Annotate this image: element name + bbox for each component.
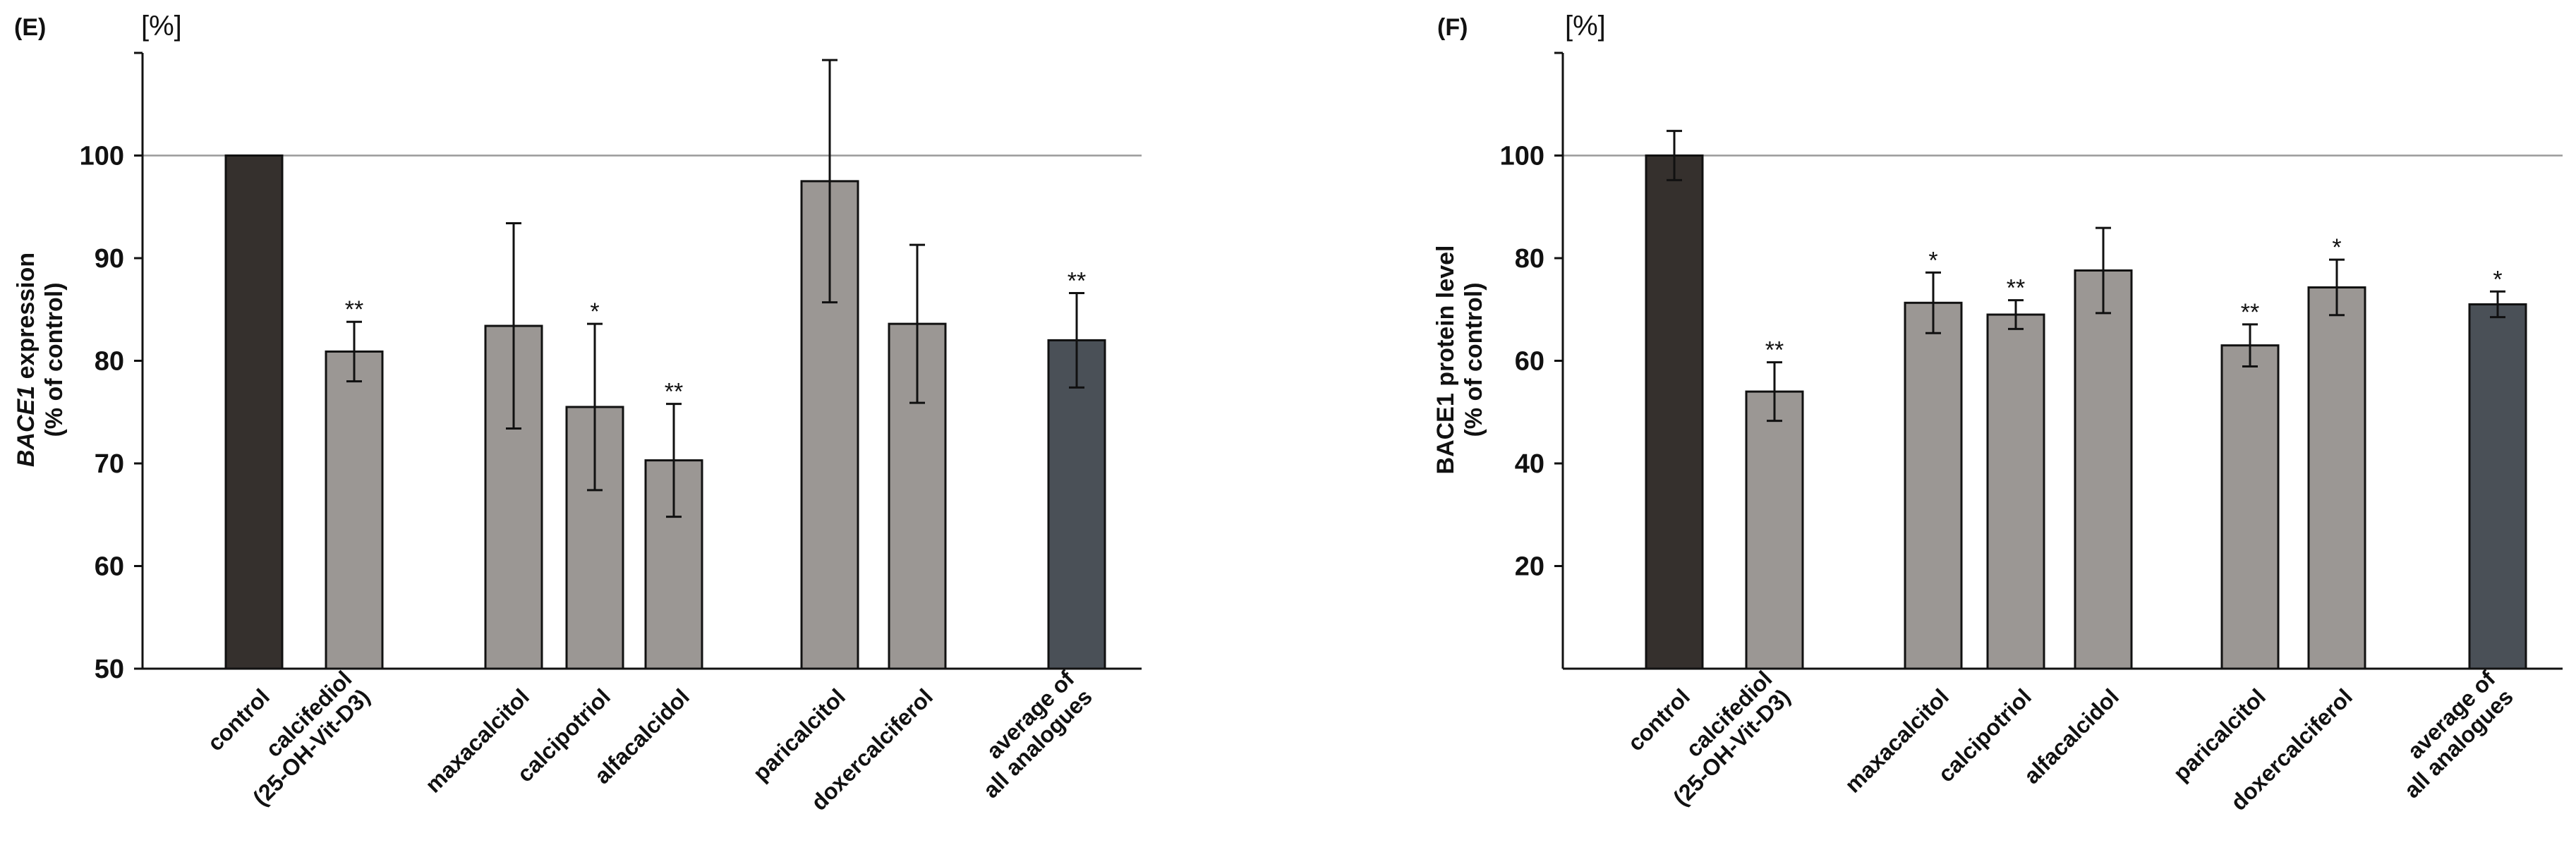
y-axis-subtitle: (% of control) bbox=[1461, 282, 1487, 437]
bar-1 bbox=[1745, 390, 1804, 670]
y-tick-label-2: 70 bbox=[95, 449, 124, 479]
bar-0 bbox=[1645, 154, 1704, 670]
bar-7 bbox=[1047, 339, 1106, 670]
y-axis-title: BACE1 expression bbox=[13, 253, 40, 467]
significance-mark-4: ** bbox=[665, 379, 683, 406]
significance-mark-3: ** bbox=[2007, 275, 2025, 302]
bar-3 bbox=[1986, 313, 2045, 670]
bar-7 bbox=[2468, 303, 2527, 670]
y-tick-label-2: 60 bbox=[1515, 347, 1544, 377]
bar-2 bbox=[1904, 301, 1963, 670]
bar-2 bbox=[484, 324, 543, 670]
y-tick-label-1: 40 bbox=[1515, 449, 1544, 479]
y-tick-label-3: 80 bbox=[1515, 244, 1544, 274]
unit-label: [%] bbox=[141, 11, 182, 42]
y-axis-title-text: BACE1 protein level bbox=[1432, 245, 1459, 475]
category-label-1: calcifediol(25-OH-Vit-D3) bbox=[1650, 666, 1795, 810]
category-label-4: alfacalcidol bbox=[2019, 683, 2124, 789]
y-tick-label-0: 20 bbox=[1515, 552, 1544, 582]
category-label-1: calcifediol(25-OH-Vit-D3) bbox=[230, 666, 375, 810]
y-axis-title-text: expression bbox=[13, 253, 40, 386]
significance-mark-3: * bbox=[590, 298, 599, 325]
y-tick-label-0: 50 bbox=[95, 655, 124, 684]
bar-6 bbox=[2307, 286, 2366, 670]
panel-e: (E) [%]BACE1 expression (% of control)cont… bbox=[13, 11, 1142, 815]
unit-label: [%] bbox=[1565, 11, 1606, 42]
category-label-7: average ofall analogues bbox=[2381, 666, 2519, 803]
y-tick-label-4: 90 bbox=[95, 244, 124, 274]
category-label-2: maxacalcitol bbox=[1840, 683, 1954, 797]
y-tick-label-1: 60 bbox=[95, 552, 124, 582]
y-tick-label-5: 100 bbox=[80, 142, 124, 171]
y-axis-subtitle: (% of control) bbox=[41, 282, 68, 437]
y-axis-title-italic: BACE1 bbox=[13, 386, 40, 467]
y-axis-title: BACE1 protein level bbox=[1432, 245, 1459, 475]
panel-label: (E) bbox=[14, 14, 46, 41]
y-tick-label-4: 100 bbox=[1500, 142, 1544, 171]
significance-mark-2: * bbox=[1928, 247, 1937, 274]
category-label-line: maxacalcitol bbox=[421, 683, 534, 797]
bar-1 bbox=[325, 350, 384, 670]
panel-f: (F) [%] BACE1 protein level (% of control) c… bbox=[1432, 11, 2563, 815]
significance-mark-5: ** bbox=[2241, 299, 2259, 326]
significance-mark-6: * bbox=[2332, 234, 2341, 261]
category-label-line: maxacalcitol bbox=[1840, 683, 1954, 797]
y-tick-label-3: 80 bbox=[95, 347, 124, 377]
bar-5 bbox=[2220, 344, 2280, 670]
bar-0 bbox=[224, 154, 284, 670]
significance-mark-1: ** bbox=[345, 296, 363, 323]
category-label-line: alfacalcidol bbox=[2019, 683, 2124, 789]
significance-mark-7: * bbox=[2493, 266, 2502, 293]
category-label-2: maxacalcitol bbox=[421, 683, 534, 797]
category-label-7: average ofall analogues bbox=[960, 666, 1098, 803]
significance-mark-7: ** bbox=[1068, 267, 1086, 294]
panel-label: (F) bbox=[1437, 14, 1468, 41]
bar-4 bbox=[2074, 269, 2133, 670]
significance-mark-1: ** bbox=[1765, 337, 1784, 364]
